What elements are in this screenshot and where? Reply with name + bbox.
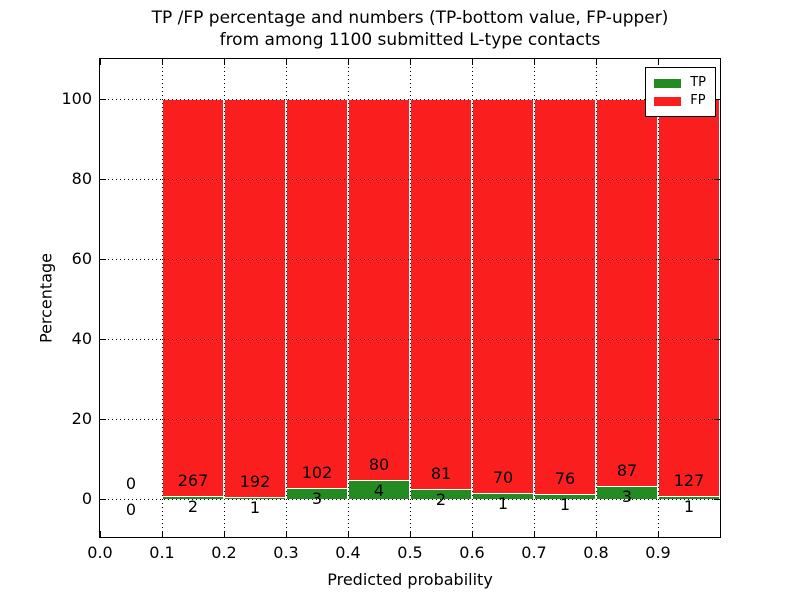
fp-count-label: 192: [239, 471, 271, 491]
tp-count-label: 2: [187, 497, 199, 517]
chart-title-line1: TP /FP percentage and numbers (TP-bottom…: [151, 8, 669, 28]
bar-fp: [162, 99, 224, 497]
x-tick-mark-bottom: [224, 531, 225, 537]
x-tick-label: 0.5: [397, 543, 423, 562]
tp-count-label: 3: [311, 488, 323, 508]
x-tick-mark-top: [534, 59, 535, 65]
legend-label: FP: [690, 93, 706, 108]
tp-count-label: 2: [435, 490, 447, 510]
y-tick-mark-left: [100, 259, 106, 260]
bar-fp: [286, 99, 348, 488]
legend-item-fp: FP: [654, 93, 706, 109]
legend-label: TP: [690, 75, 706, 90]
chart-title: TP /FP percentage and numbers (TP-bottom…: [97, 7, 723, 51]
x-tick-label: 0.3: [273, 543, 299, 562]
bar-fp: [224, 99, 286, 497]
fp-count-label: 127: [673, 470, 705, 490]
x-tick-label: 0.0: [87, 543, 113, 562]
gridline-vertical: [410, 59, 411, 537]
x-tick-mark-bottom: [348, 531, 349, 537]
x-tick-mark-top: [100, 59, 101, 65]
fp-count-label: 0: [125, 474, 137, 493]
y-tick-mark-right: [714, 259, 720, 260]
x-tick-mark-bottom: [162, 531, 163, 537]
gridline-vertical: [658, 59, 659, 537]
tp-count-label: 1: [683, 496, 695, 516]
tp-count-label: 3: [621, 486, 633, 506]
gridline-vertical: [162, 59, 163, 537]
bar-fp: [658, 99, 720, 496]
x-tick-label: 0.2: [211, 543, 237, 562]
x-tick-mark-bottom: [286, 531, 287, 537]
x-tick-mark-top: [658, 59, 659, 65]
x-tick-mark-bottom: [534, 531, 535, 537]
chart-title-line2: from among 1100 submitted L-type contact…: [219, 30, 601, 50]
y-tick-mark-left: [100, 179, 106, 180]
bar-fp: [472, 99, 534, 494]
x-tick-mark-top: [596, 59, 597, 65]
x-tick-mark-top: [162, 59, 163, 65]
fp-count-label: 102: [301, 462, 333, 482]
y-tick-mark-left: [100, 499, 106, 500]
y-tick-label: 0: [81, 489, 92, 508]
y-tick-mark-right: [714, 339, 720, 340]
x-tick-label: 0.4: [335, 543, 361, 562]
bar-fp: [534, 99, 596, 494]
legend-item-tp: TP: [654, 75, 706, 91]
tp-count-label: 1: [559, 494, 571, 514]
bar-fp: [410, 99, 472, 490]
y-tick-label: 60: [71, 249, 92, 268]
x-tick-label: 0.6: [459, 543, 485, 562]
x-tick-label: 0.7: [521, 543, 547, 562]
fp-count-label: 87: [616, 460, 638, 480]
y-tick-label: 40: [71, 329, 92, 348]
x-tick-mark-bottom: [100, 531, 101, 537]
y-tick-mark-right: [714, 179, 720, 180]
x-tick-label: 0.1: [149, 543, 175, 562]
y-tick-mark-left: [100, 99, 106, 100]
legend: TP FP: [645, 67, 716, 117]
fp-count-label: 76: [554, 468, 576, 488]
x-tick-mark-top: [348, 59, 349, 65]
x-tick-mark-top: [410, 59, 411, 65]
x-tick-mark-top: [224, 59, 225, 65]
x-tick-mark-bottom: [596, 531, 597, 537]
fp-count-label: 80: [368, 454, 390, 474]
y-tick-label: 100: [61, 89, 92, 108]
gridline-vertical: [534, 59, 535, 537]
x-tick-mark-top: [286, 59, 287, 65]
y-tick-mark-left: [100, 419, 106, 420]
y-tick-mark-right: [714, 499, 720, 500]
x-tick-mark-bottom: [472, 531, 473, 537]
fp-count-label: 81: [430, 464, 452, 484]
x-tick-label: 0.9: [645, 543, 671, 562]
fp-count-label: 70: [492, 468, 514, 488]
gridline-vertical: [224, 59, 225, 537]
x-axis-label: Predicted probability: [327, 570, 493, 589]
fp-count-label: 267: [177, 471, 209, 491]
x-tick-mark-top: [472, 59, 473, 65]
bar-fp: [348, 99, 410, 480]
x-tick-mark-bottom: [658, 531, 659, 537]
x-tick-mark-bottom: [410, 531, 411, 537]
tp-count-label: 4: [373, 480, 385, 500]
y-tick-label: 20: [71, 409, 92, 428]
y-tick-label: 80: [71, 169, 92, 188]
bar-fp: [596, 99, 658, 486]
plot-area: TP FP 0 0 267 2 192 1 102 3 80 4 81 2 70 1 76 1 87 3 127 1: [99, 58, 721, 538]
tp-count-label: 1: [497, 494, 509, 514]
x-tick-label: 0.8: [583, 543, 609, 562]
y-tick-mark-right: [714, 419, 720, 420]
gridline-vertical: [286, 59, 287, 537]
gridline-vertical: [472, 59, 473, 537]
y-tick-mark-left: [100, 339, 106, 340]
tp-count-label: 0: [125, 500, 137, 519]
gridline-vertical: [348, 59, 349, 537]
legend-swatch-tp: [654, 78, 682, 88]
gridline-vertical: [596, 59, 597, 537]
y-tick-mark-right: [714, 99, 720, 100]
legend-swatch-fp: [654, 96, 682, 106]
tp-count-label: 1: [249, 497, 261, 517]
